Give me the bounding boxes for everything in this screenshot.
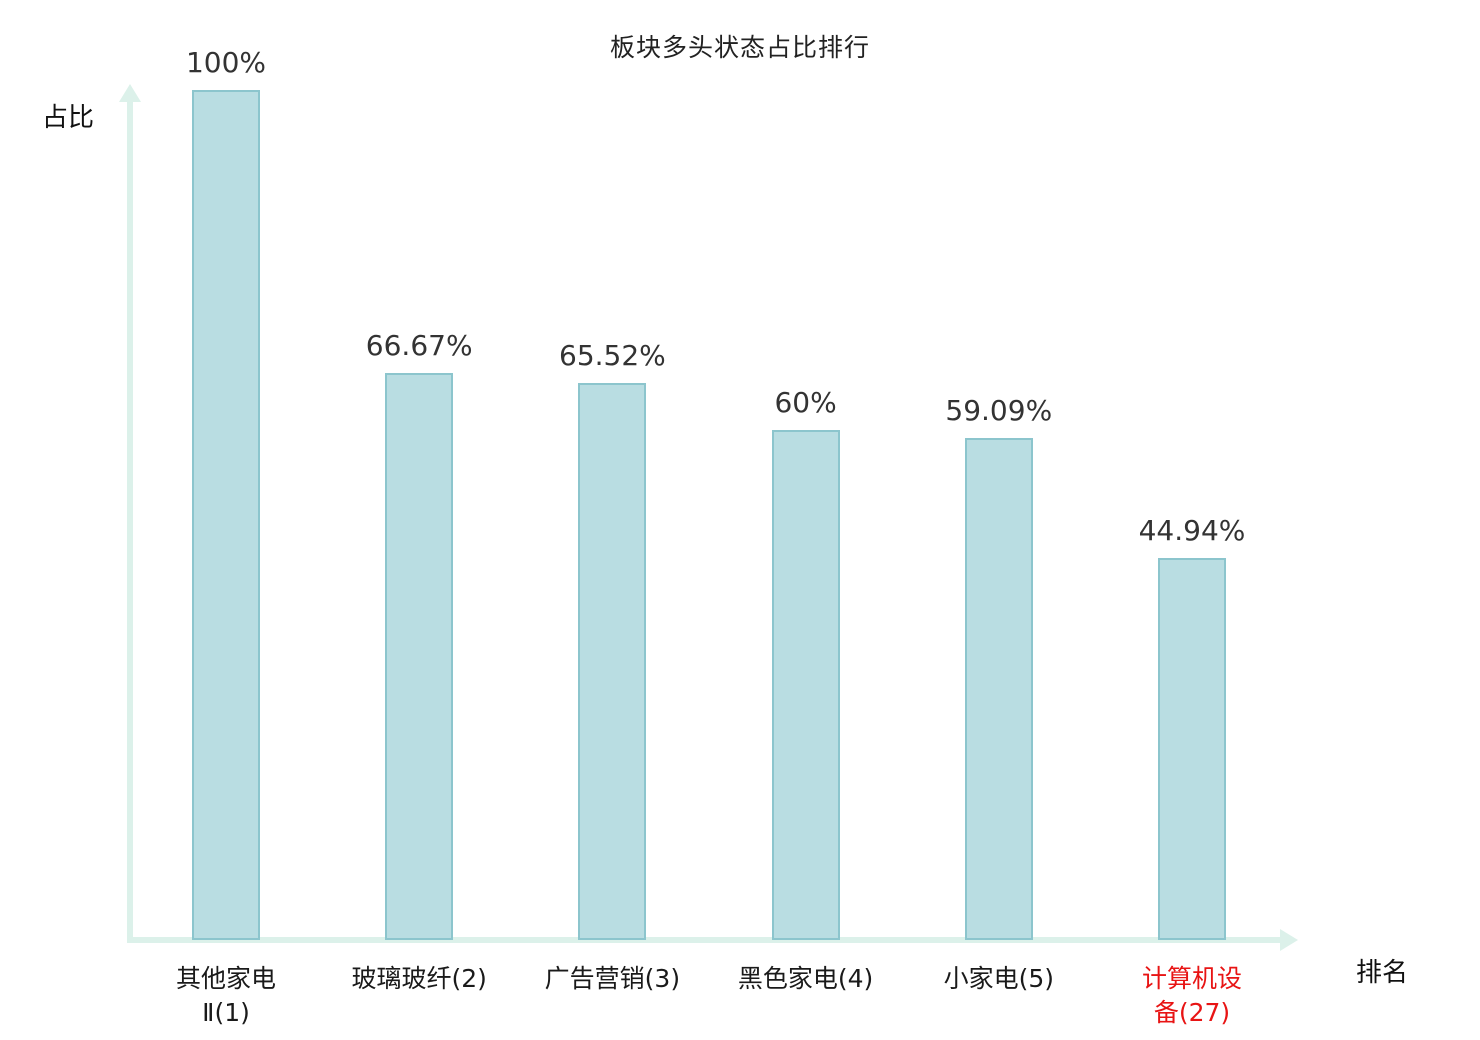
bar-category-label: 其他家电 Ⅱ(1) (175, 964, 276, 1027)
bar-category-label: 玻璃玻纤(2) (351, 964, 487, 993)
bar-category-label: 黑色家电(4) (737, 964, 874, 993)
bar (192, 90, 260, 940)
bar (385, 373, 454, 940)
y-axis (127, 100, 133, 940)
bar (578, 383, 647, 940)
x-axis-arrow-icon (1280, 929, 1298, 951)
bar-value-label: 66.67% (365, 329, 473, 363)
bar (964, 437, 1033, 940)
bar (1158, 558, 1226, 940)
bar-value-label: 59.09% (945, 393, 1053, 427)
bar-category-label: 广告营销(3) (544, 964, 681, 993)
bar-category-label: 小家电(5) (943, 964, 1054, 993)
bar-value-label: 60% (774, 386, 837, 419)
bar-value-label: 44.94% (1138, 514, 1246, 547)
bar (771, 430, 840, 940)
chart-title: 板块多头状态占比排行 (609, 33, 870, 62)
x-axis-title: 排名 (1356, 958, 1409, 988)
x-axis (127, 937, 1282, 943)
bar-value-label: 65.52% (559, 339, 666, 373)
y-axis-arrow-icon (119, 84, 141, 102)
y-axis-title: 占比 (42, 103, 95, 133)
bar-category-label: 计算机设 备(27) (1141, 964, 1242, 1027)
bar-value-label: 100% (185, 46, 267, 79)
